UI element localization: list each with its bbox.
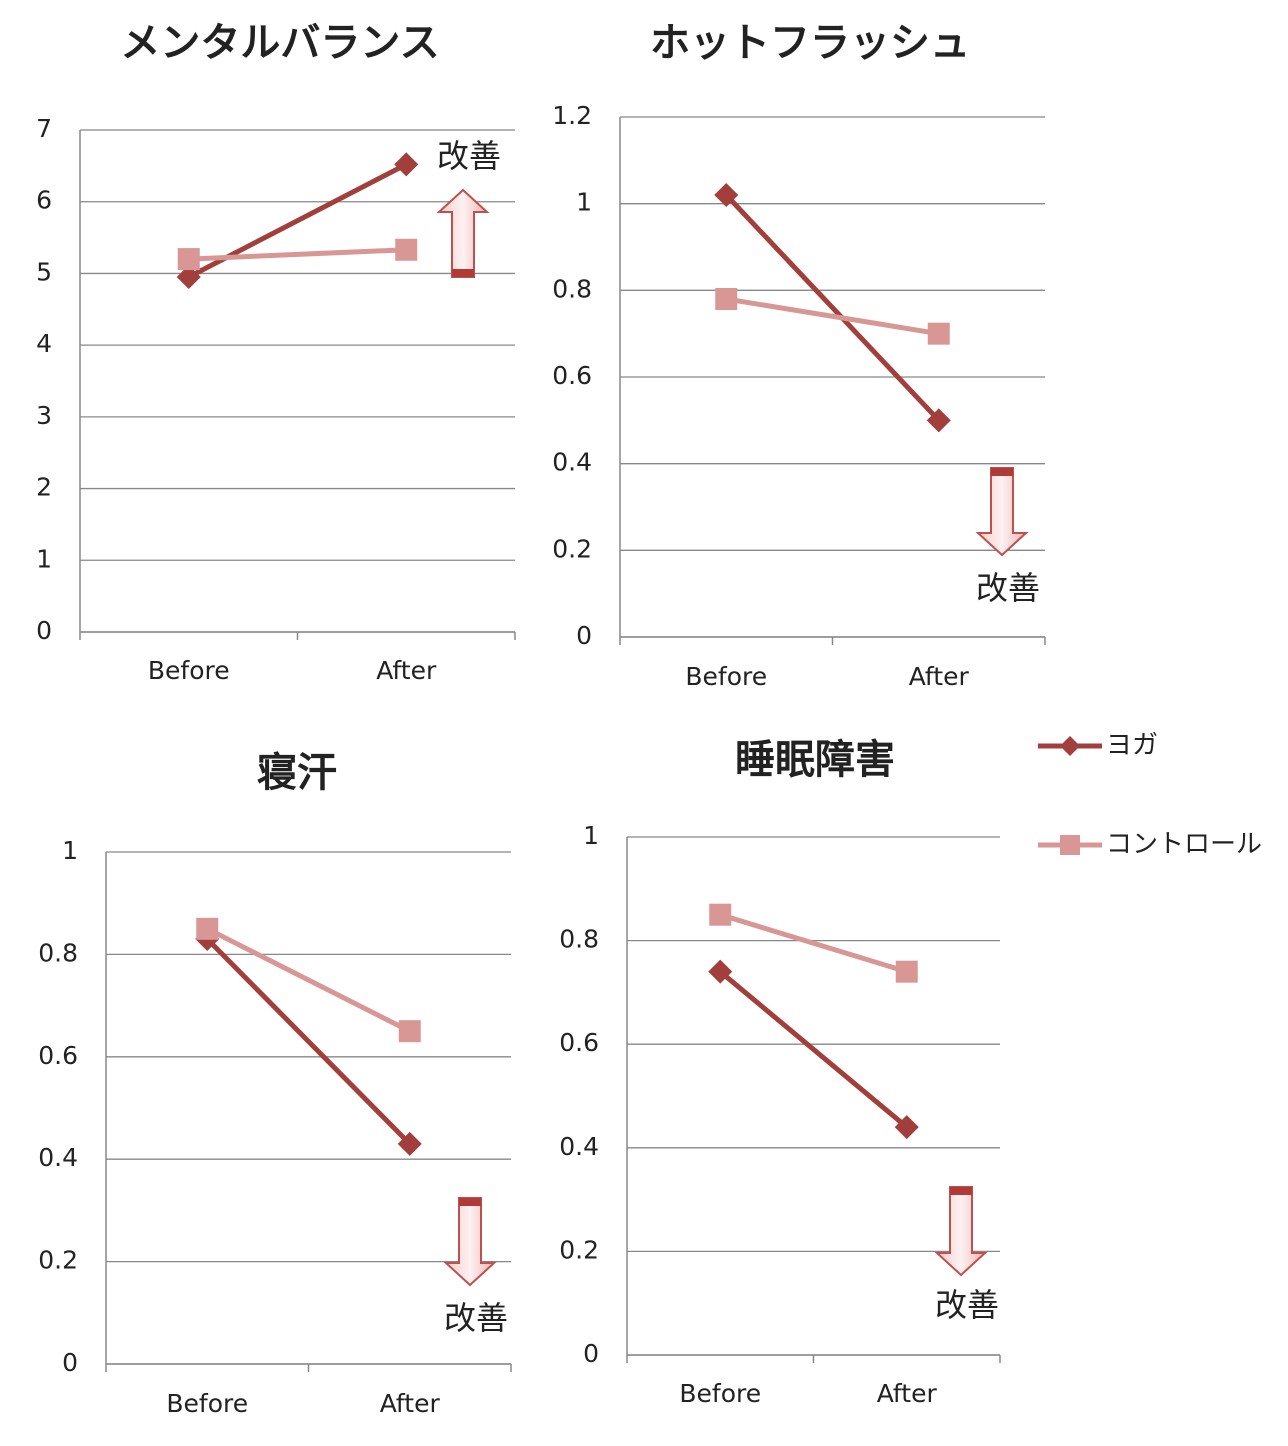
annotation-arrow: [443, 1197, 497, 1287]
y-tick-label: 0.4: [552, 448, 592, 477]
y-tick-label: 1: [62, 836, 78, 865]
marker: [708, 959, 733, 984]
series-line: [188, 247, 407, 262]
annotation-arrow-band: [452, 269, 474, 277]
chart-title: 寝汗: [257, 750, 337, 796]
y-tick-label: 1: [583, 821, 599, 850]
y-tick-label: 0.4: [559, 1132, 599, 1161]
x-tick-label: Before: [148, 656, 230, 685]
marker: [1060, 736, 1080, 756]
marker: [709, 903, 732, 926]
series-line: [719, 912, 908, 975]
y-tick-label: 0.6: [559, 1028, 599, 1057]
annotation-text: 改善: [437, 137, 501, 175]
marker: [894, 1115, 919, 1140]
marker: [1060, 835, 1080, 855]
chart-title: 睡眠障害: [735, 737, 895, 783]
y-tick-label: 1: [576, 188, 592, 217]
y-tick-label: 2: [36, 473, 52, 502]
x-tick-label: After: [909, 662, 970, 691]
marker: [394, 152, 419, 177]
marker: [714, 183, 739, 207]
y-tick-label: 0: [36, 616, 52, 645]
chart-title: ホットフラッシュ: [650, 20, 970, 66]
x-tick-label: After: [380, 1389, 441, 1418]
y-tick-label: 0.8: [559, 925, 599, 954]
marker: [196, 917, 219, 940]
y-tick-label: 0.6: [552, 361, 592, 390]
marker: [398, 1020, 421, 1043]
annotation-arrow-band: [950, 1187, 972, 1195]
y-tick-label: 7: [36, 114, 52, 143]
legend-label: コントロール: [1106, 830, 1262, 860]
series-line: [724, 193, 941, 423]
annotation-text: 改善: [976, 569, 1040, 607]
annotation-text: 改善: [444, 1299, 508, 1337]
y-tick-label: 6: [36, 186, 52, 215]
marker: [927, 322, 950, 345]
y-tick-label: 0: [583, 1339, 599, 1368]
x-tick-label: After: [877, 1379, 938, 1408]
x-tick-label: Before: [685, 662, 767, 691]
series-line: [206, 926, 411, 1034]
annotation-arrow-band: [459, 1198, 481, 1206]
legend-label: ヨガ: [1106, 731, 1158, 761]
y-tick-label: 0: [62, 1348, 78, 1377]
marker: [177, 248, 200, 271]
y-tick-label: 0.2: [552, 534, 592, 563]
marker: [395, 238, 418, 261]
marker: [895, 960, 918, 983]
marker: [926, 408, 951, 433]
chart-title: メンタルバランス: [120, 20, 439, 66]
annotation-arrow: [934, 1186, 988, 1277]
y-tick-label: 1: [36, 544, 52, 573]
y-tick-label: 1.2: [552, 101, 592, 130]
annotation-arrow: [975, 467, 1029, 557]
y-tick-label: 0.2: [559, 1235, 599, 1264]
y-tick-label: 0.6: [38, 1041, 78, 1070]
x-tick-label: After: [376, 656, 437, 685]
y-tick-label: 3: [36, 401, 52, 430]
y-tick-label: 0.8: [38, 938, 78, 967]
marker: [397, 1131, 422, 1156]
x-tick-label: Before: [166, 1389, 248, 1418]
annotation-arrow-band: [991, 468, 1013, 476]
series-line: [718, 969, 909, 1130]
y-tick-label: 4: [36, 329, 52, 358]
series-line: [725, 296, 940, 337]
series-line: [205, 937, 412, 1146]
annotation-text: 改善: [935, 1286, 999, 1324]
y-tick-label: 0.2: [38, 1246, 78, 1275]
y-tick-label: 0.4: [38, 1143, 78, 1172]
y-tick-label: 5: [36, 257, 52, 286]
annotation-arrow: [436, 188, 490, 278]
y-tick-label: 0.8: [552, 274, 592, 303]
marker: [715, 288, 738, 310]
marker: [176, 265, 201, 290]
x-tick-label: Before: [679, 1379, 761, 1408]
y-tick-label: 0: [576, 621, 592, 650]
